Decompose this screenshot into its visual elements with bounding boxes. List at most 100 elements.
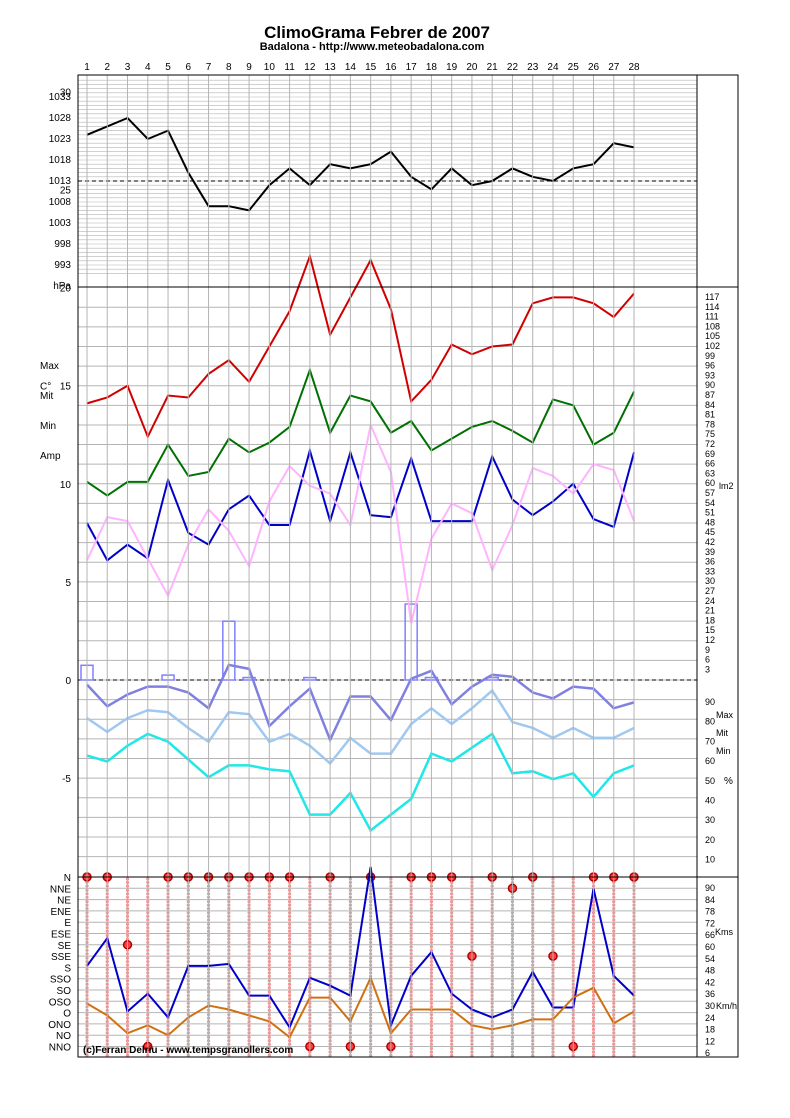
pressure-tick: hPa [53,281,71,292]
rain-tick: 66 [705,459,715,469]
day-label: 14 [345,62,357,73]
rain-tick: 99 [705,351,715,361]
pressure-grid [78,79,697,274]
wind-direction-label: ENE [50,907,71,918]
wind-speed-tick: 24 [705,1013,715,1023]
wind-direction-label: O [63,1009,71,1020]
rain-tick: 72 [705,439,715,449]
rain-tick: 48 [705,517,715,527]
pressure-tick: 1033 [49,92,72,103]
day-label: 10 [264,62,276,73]
day-label: 4 [145,62,151,73]
rain-tick: 87 [705,390,715,400]
rain-tick: 30 [705,576,715,586]
day-label: 2 [104,62,110,73]
rain-tick: 39 [705,547,715,557]
humidity-tick: 80 [705,717,715,727]
day-label: 11 [284,62,295,73]
temperature-grid [78,306,697,858]
humidity-tick: 60 [705,756,715,766]
rain-tick: 36 [705,557,715,567]
humidity-panel: 90 80 70 60 50 40 30 20 10% Max Mit Min [86,663,734,865]
humidity-line-min [86,732,635,833]
pressure-panel: 1033 1028 1023 1018 1013 1008 1003 998 993 hPa [49,79,697,292]
humidity-legend-max: Max [716,710,734,720]
wind-speed-tick: 48 [705,966,715,976]
temperature-legend-max: Max [40,361,59,372]
day-label: 1 [84,62,90,73]
chart-frame: 1 2 3 4 5 6 7 8 9 10 11 12 13 14 15 16 17 18 19 20 21 22 23 24 2… [77,62,739,1058]
wind-speed-tick: 60 [705,942,715,952]
wind-direction-label: N [64,873,71,884]
rain-unit: lm2 [719,481,734,491]
rain-tick: 75 [705,429,715,439]
humidity-tick: 10 [705,855,715,865]
rain-tick: 33 [705,566,715,576]
rain-tick: 18 [705,615,715,625]
rain-tick: 51 [705,508,715,518]
wind-direction-label: NNO [49,1043,71,1054]
wind-gust-unit: Km/h [716,1001,737,1011]
wind-speed-tick: 12 [705,1036,715,1046]
wind-speed-tick: 30 [705,1001,715,1011]
day-label: 6 [186,62,192,73]
temperature-tick: 15 [60,382,72,393]
humidity-legend-min: Min [716,746,731,756]
rain-tick: 24 [705,596,715,606]
rain-tick: 114 [705,302,719,312]
wind-speed-tick: 42 [705,977,715,987]
wind-direction-label: S [64,963,71,974]
rain-tick: 81 [705,410,715,420]
wind-direction-label: SSE [51,952,71,963]
rain-tick: 6 [705,655,710,665]
pressure-tick: 1018 [49,155,72,166]
temperature-tick: 5 [65,578,71,589]
humidity-tick: 20 [705,835,715,845]
rain-tick: 3 [705,664,710,674]
rain-tick: 117 [705,292,719,302]
pressure-line [86,116,635,212]
wind-direction-label: NNE [50,884,71,895]
wind-direction-label: SO [57,986,72,997]
pressure-tick: 1028 [49,113,72,124]
rain-tick: 69 [705,449,715,459]
temperature-tick: 25 [60,186,72,197]
day-label: 3 [125,62,131,73]
day-label: 17 [406,62,418,73]
wind-direction-label: NE [57,896,71,907]
day-label: 20 [466,62,478,73]
temperature-line-min [86,446,635,562]
temperature-tick: 0 [65,676,71,687]
humidity-tick: 30 [705,815,715,825]
rain-tick: 102 [705,341,720,351]
pressure-tick: 998 [54,239,71,250]
rain-tick: 93 [705,370,715,380]
wind-direction-label: E [64,918,71,929]
temperature-tick: -5 [62,774,71,785]
rain-tick: 54 [705,498,715,508]
day-label: 8 [226,62,232,73]
wind-speed-unit: Kms [715,927,734,937]
humidity-legend-mit: Mit [716,728,728,738]
day-label: 9 [246,62,252,73]
rain-tick: 57 [705,488,715,498]
rain-tick: 84 [705,400,715,410]
day-label: 21 [487,62,499,73]
rain-tick: 96 [705,361,715,371]
humidity-tick: 90 [705,697,715,707]
pressure-tick: 1023 [49,134,72,145]
day-labels: 1 2 3 4 5 6 7 8 9 10 11 12 13 14 15 16 17 18 19 20 21 22 23 24 2… [84,62,640,73]
day-label: 22 [507,62,519,73]
wind-speed-tick: 54 [705,954,715,964]
temperature-line-mit [86,366,635,497]
rain-tick: 63 [705,468,715,478]
day-label: 15 [365,62,377,73]
chart-credit: (c)Ferran Delriu - www.tempsgranollers.c… [83,1045,293,1056]
temperature-panel: 35302520151050-5C°MaxMitMinAmp1171141111… [40,0,734,858]
rain-tick: 21 [705,606,715,616]
day-label: 19 [446,62,458,73]
day-label: 28 [628,62,640,73]
wind-speed-tick: 90 [705,883,715,893]
rain-tick: 12 [705,635,715,645]
